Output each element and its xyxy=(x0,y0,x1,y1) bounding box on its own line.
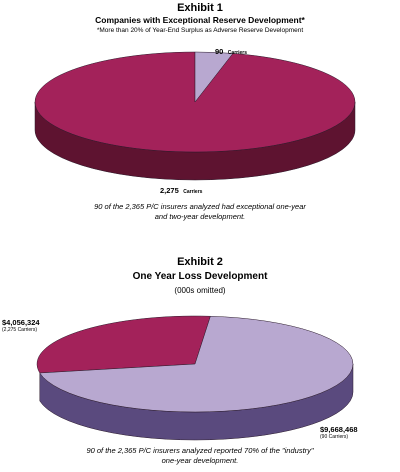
exhibit-2-caption-line-2: one-year development. xyxy=(161,456,239,465)
exhibit-1-note: *More than 20% of Year-End Surplus as Ad… xyxy=(96,27,304,34)
exhibit-1-small-value: 90 xyxy=(215,47,224,56)
exhibit-2-left-unit: (2,275 Carriers) xyxy=(2,327,38,333)
exhibit-2-title: One Year Loss Development xyxy=(132,271,268,282)
exhibit-2-top-slice-0 xyxy=(36,315,211,374)
exhibit-2-top-slice-1 xyxy=(39,315,354,413)
exhibit-2-right-value: $9,668,468 xyxy=(320,425,358,434)
exhibit-1-caption-line-2: and two-year development. xyxy=(154,212,246,221)
exhibit-2-label: Exhibit 2 xyxy=(177,256,223,268)
exhibit-1-label-large-slice: 2,275 Carriers xyxy=(160,180,202,198)
exhibit-1-large-unit: Carriers xyxy=(183,189,203,195)
exhibit-1-small-unit: Carriers xyxy=(227,50,247,56)
exhibit-2-right-unit: (90 Carriers) xyxy=(320,434,349,440)
exhibit-2-caption: 90 of the 2,365 P/C insurers analyzed re… xyxy=(0,446,400,466)
exhibit-1-pie-chart xyxy=(34,51,356,181)
exhibit-1-label: Exhibit 1 xyxy=(177,2,223,14)
exhibit-2-label-right-slice: $9,668,468 (90 Carriers) xyxy=(320,425,398,440)
exhibit-2-left-value: $4,056,324 xyxy=(2,318,40,327)
exhibit-2-caption-line-1: 90 of the 2,365 P/C insurers analyzed re… xyxy=(86,446,314,455)
exhibit-1-label-small-slice: 90 Carriers xyxy=(215,41,247,59)
exhibit-2-note: (000s omitted) xyxy=(174,286,226,295)
exhibit-1-caption-line-1: 90 of the 2,365 P/C insurers analyzed ha… xyxy=(94,202,306,211)
exhibit-2-label-left-slice: $4,056,324 (2,275 Carriers) xyxy=(2,318,62,333)
exhibit-1-top-slice-0 xyxy=(194,51,234,103)
exhibit-1-large-value: 2,275 xyxy=(160,186,179,195)
exhibit-1-title: Companies with Exceptional Reserve Devel… xyxy=(95,15,305,25)
exhibit-1-caption: 90 of the 2,365 P/C insurers analyzed ha… xyxy=(0,202,400,222)
